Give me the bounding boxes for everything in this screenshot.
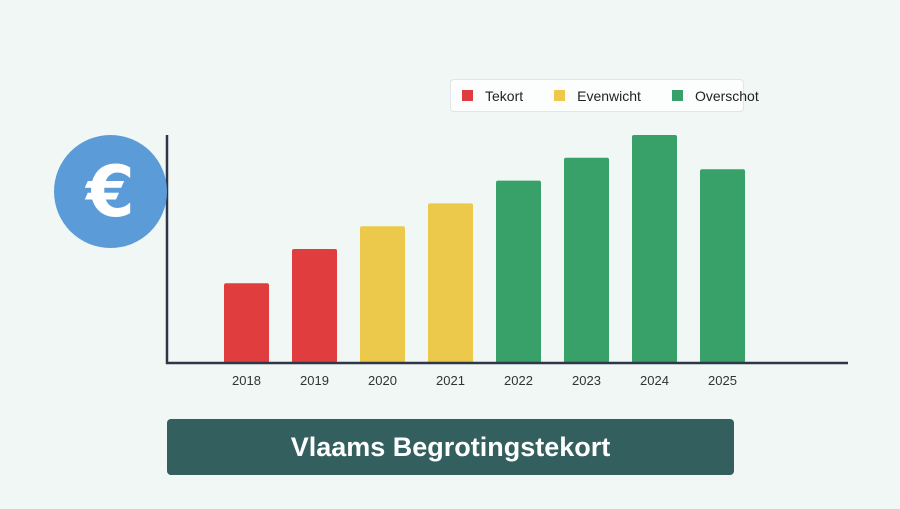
x-tick-2018: 2018	[232, 373, 261, 388]
chart-title-banner: Vlaams Begrotingstekort	[167, 419, 734, 475]
bar-2023	[564, 157, 609, 363]
x-tick-2019: 2019	[300, 373, 329, 388]
bar-2025	[700, 169, 745, 363]
legend-label-overschot: Overschot	[694, 87, 759, 104]
legend-item-tekort: Tekort	[462, 88, 523, 104]
x-tick-2022: 2022	[504, 373, 533, 388]
x-tick-2023: 2023	[572, 373, 601, 388]
x-tick-2020: 2020	[368, 373, 397, 388]
bar-2022	[496, 180, 541, 363]
bar-2021	[428, 203, 473, 363]
bars-group	[224, 135, 745, 363]
x-tick-2021: 2021	[436, 373, 465, 388]
legend-swatch-overschot	[671, 90, 683, 101]
bar-2018	[224, 283, 269, 363]
legend-item-evenwicht: Evenwicht	[554, 88, 641, 104]
legend-label-tekort: Tekort	[485, 87, 524, 104]
x-tick-2024: 2024	[640, 373, 669, 388]
euro-icon: €	[54, 135, 167, 248]
bar-2024	[632, 135, 677, 363]
legend: Tekort Evenwicht Overschot	[450, 79, 759, 112]
euro-glyph: €	[86, 150, 135, 233]
legend-item-overschot: Overschot	[671, 87, 759, 104]
chart-title: Vlaams Begrotingstekort	[290, 431, 611, 462]
legend-swatch-tekort	[462, 90, 473, 101]
legend-label-evenwicht: Evenwicht	[577, 87, 641, 104]
legend-swatch-evenwicht	[554, 90, 566, 101]
bar-2019	[292, 249, 337, 363]
bar-2020	[360, 226, 405, 363]
x-tick-2025: 2025	[708, 373, 737, 388]
x-tick-labels: 2018 2019 2020 2021 2022 2023 2024 2025	[232, 373, 737, 388]
